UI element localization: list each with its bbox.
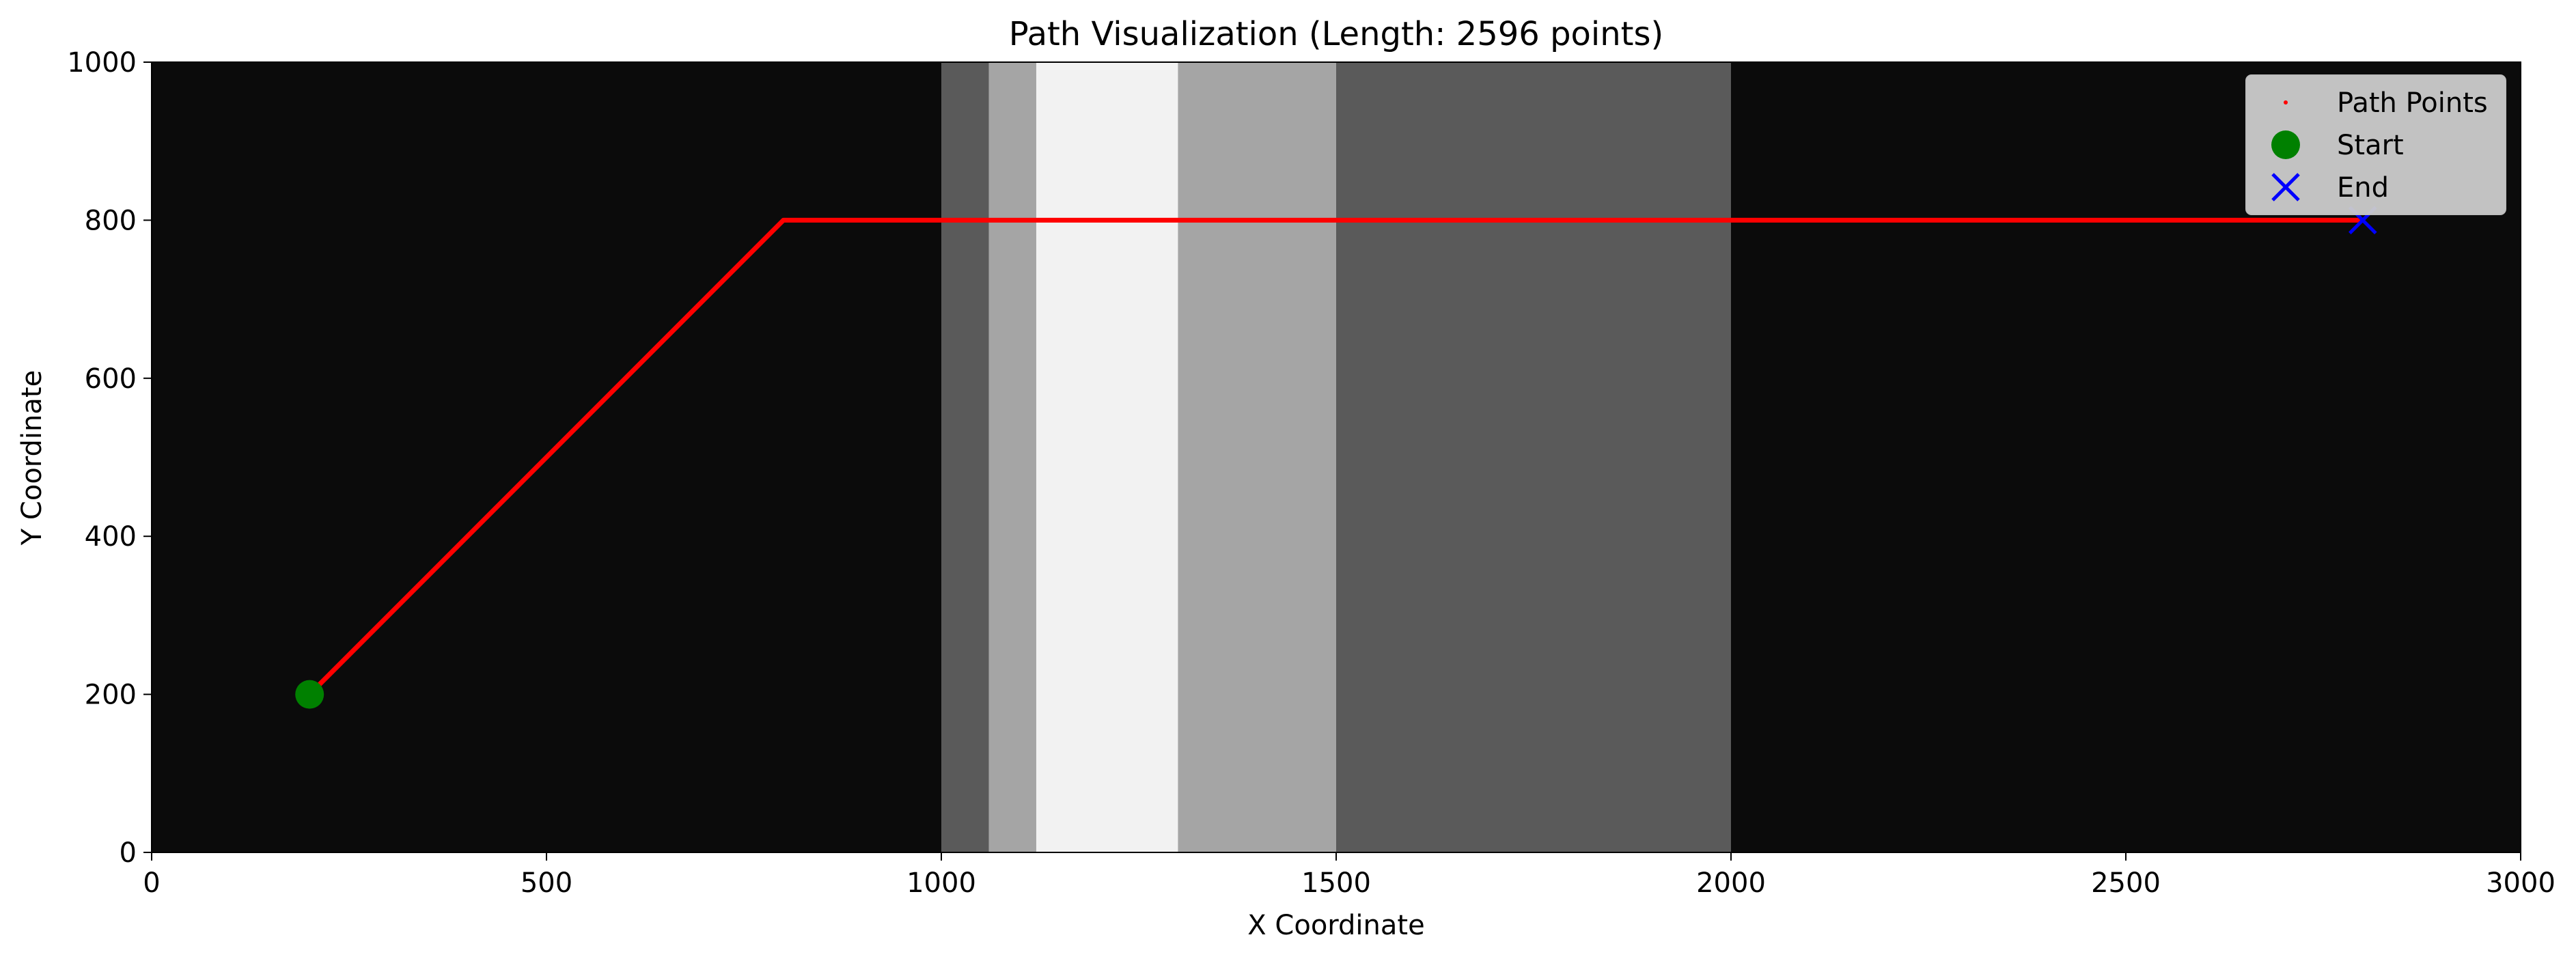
legend-item: Start [2271,130,2404,161]
background-band-2 [1036,62,1178,852]
legend-start-marker [2271,130,2300,159]
background-band-1 [988,62,1036,852]
x-tick-label: 1000 [906,867,976,899]
legend-box [2245,74,2506,215]
x-tick-label: 1500 [1301,867,1371,899]
y-tick-label: 200 [85,680,137,711]
background-band-3 [1178,62,1336,852]
chart-title: Path Visualization (Length: 2596 points) [1009,15,1663,53]
legend-label: Start [2337,130,2404,161]
plot-area [151,61,2521,853]
x-tick-label: 500 [521,867,572,899]
start-marker [295,680,324,709]
legend-item: Path Points [2284,87,2488,119]
path-line [307,217,2366,697]
y-axis-title: Y Coordinate [16,370,48,546]
legend: Path Points Start End [2245,74,2506,215]
legend-label: Path Points [2337,87,2488,119]
y-tick-label: 1000 [67,47,137,79]
x-tick-label: 2500 [2091,867,2161,899]
legend-items: Path Points Start End [2271,87,2488,204]
background-bands [941,62,1731,852]
y-tick-label: 400 [85,521,137,553]
x-axis-title: X Coordinate [1247,910,1424,941]
legend-item: End [2271,172,2389,204]
x-tick-label: 2000 [1696,867,1766,899]
background-band-4 [1336,62,1731,852]
legend-label: End [2337,172,2389,204]
path-lines [307,217,2366,697]
y-axis: 0 200 400 600 800 1000 [67,47,152,869]
legend-end-marker-b [2271,173,2300,201]
legend-path-points-marker [2284,100,2288,105]
background-band-0 [941,62,989,852]
x-tick-label: 3000 [2486,867,2556,899]
y-tick-label: 0 [120,837,137,869]
x-tick-label: 0 [143,867,160,899]
y-tick-label: 800 [85,205,137,236]
y-tick-label: 600 [85,363,137,395]
x-axis: 0 500 1000 1500 2000 2500 3000 [143,852,2556,899]
